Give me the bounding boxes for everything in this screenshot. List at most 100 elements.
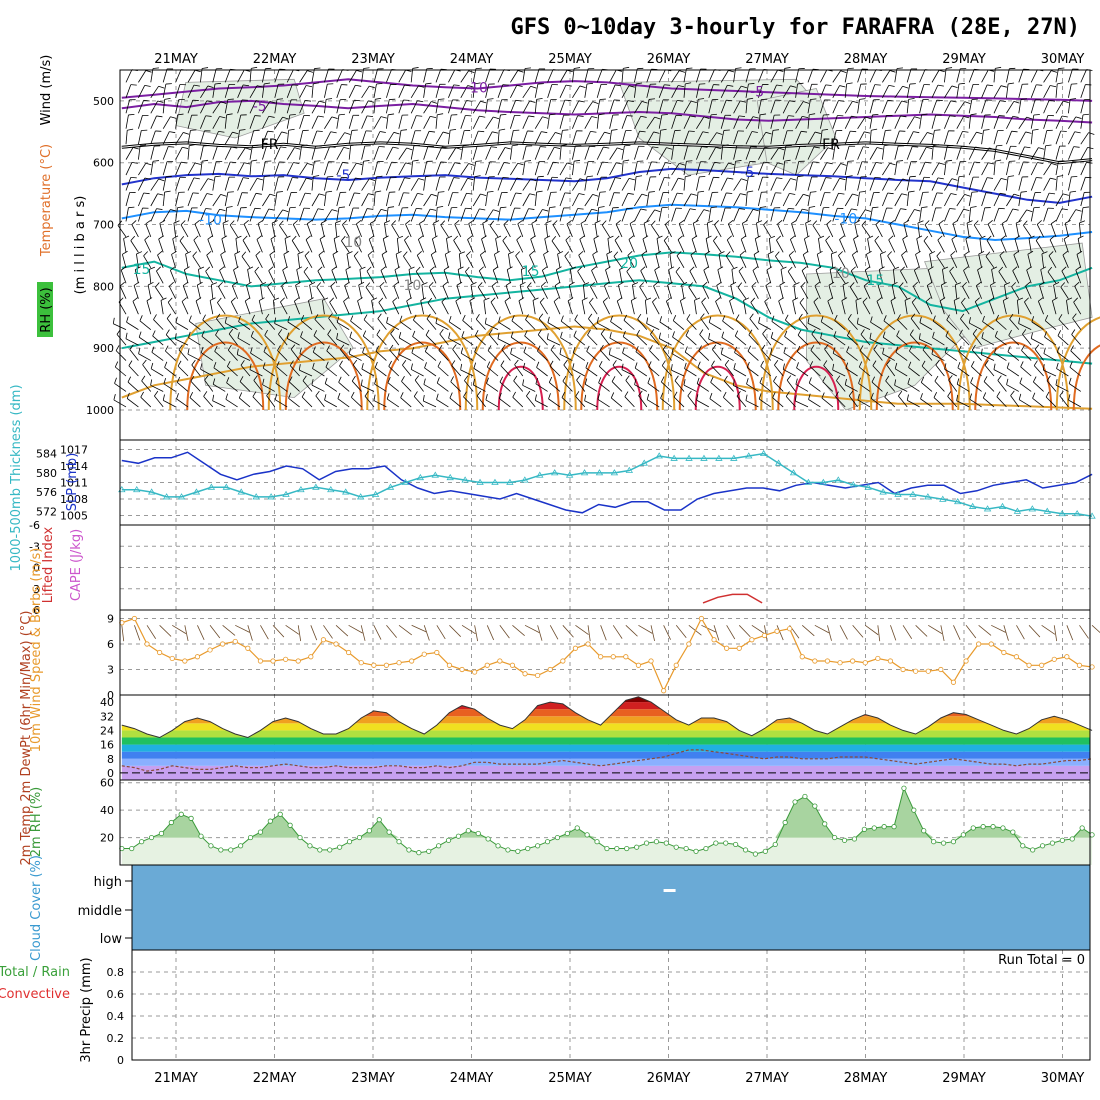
wind-barb-flag	[861, 220, 867, 226]
wind-barb	[970, 382, 982, 392]
wind-barb	[469, 300, 474, 315]
wind-barb	[927, 269, 933, 284]
wind-barb-flag	[329, 146, 336, 148]
wind-barb-flag	[947, 391, 952, 397]
wind-barb-flag	[129, 344, 134, 350]
wind-barb	[869, 338, 883, 346]
wind-barb-flag	[846, 82, 853, 85]
wind-barb	[411, 369, 424, 377]
wind-barb-flag	[765, 281, 771, 286]
wind-barb-flag	[376, 329, 381, 336]
wind-barb-flag	[518, 297, 525, 302]
wind-barb-flag	[711, 360, 715, 367]
wind-barb	[891, 284, 896, 299]
wind-barb	[919, 147, 927, 160]
wind-barb-flag	[901, 193, 908, 196]
rh-point	[990, 824, 996, 830]
wind-barb-flag	[162, 394, 165, 401]
wind-barb	[249, 208, 256, 222]
wind-barb	[226, 382, 238, 392]
wind-barb-flag	[817, 250, 823, 255]
wind-barb	[809, 366, 821, 377]
wind-barb	[311, 384, 325, 392]
wind-barb	[423, 208, 431, 222]
wind-barb	[1030, 130, 1034, 145]
wind-barb-flag	[684, 346, 688, 353]
wind-barb	[373, 99, 376, 114]
wind-barb-flag	[750, 297, 756, 303]
wind-barb	[951, 239, 958, 253]
contour-label: 15	[133, 262, 151, 278]
wind-barb	[361, 68, 364, 83]
wind-barb	[1009, 318, 1020, 330]
wind-barb	[250, 336, 263, 346]
wind-barb	[410, 178, 419, 191]
rh-point	[584, 832, 590, 838]
surface-temperature-contour	[694, 366, 741, 411]
wind-barb	[299, 353, 313, 361]
wind-barb	[820, 69, 828, 83]
wind-barb	[468, 223, 474, 238]
wind-barb-10m	[461, 624, 476, 635]
wind-barb-flag	[1055, 379, 1058, 386]
wind-barb	[125, 207, 129, 222]
wind-barb-flag	[139, 315, 143, 321]
wind-barb-flag	[456, 281, 463, 286]
rh-point	[158, 830, 165, 837]
wind-barb	[702, 285, 710, 299]
wind-barb-flag	[1075, 116, 1082, 119]
wind-barb-flag	[438, 98, 445, 100]
thickness-point	[401, 478, 410, 485]
wind-barb	[729, 300, 734, 315]
wind-barb	[233, 269, 238, 284]
wind-barb-flag	[439, 328, 444, 335]
wind-barb	[634, 176, 637, 191]
wind-barb-flag	[278, 329, 283, 335]
wind-barb-flag	[624, 391, 629, 397]
wind-barb-flag	[1068, 377, 1072, 384]
wind-barb-flag	[307, 70, 314, 73]
wind-barb	[808, 382, 821, 392]
wind-barb	[960, 318, 970, 330]
wind-barb	[956, 101, 965, 114]
pressure-tick-label: 700	[93, 219, 114, 232]
rh-point	[356, 834, 363, 841]
wind-barb	[386, 192, 390, 207]
wind-barb	[770, 147, 779, 160]
wind-barb-flag	[244, 297, 251, 302]
temp-color-band	[121, 758, 1090, 766]
wind-barb-flag	[1034, 344, 1040, 350]
wind-barb	[1043, 145, 1046, 160]
date-label-bottom: 24MAY	[450, 1071, 494, 1086]
wind-barb	[655, 254, 660, 268]
wind-barb	[497, 207, 501, 222]
wind-barb-flag	[416, 207, 423, 210]
wind-barb-flag	[951, 178, 958, 181]
surface-temperature-contour	[580, 341, 659, 411]
thickness-point	[909, 490, 917, 497]
wind-barb	[598, 382, 610, 392]
wind-barb-flag	[344, 281, 350, 286]
wind-barb-flag	[851, 208, 858, 211]
wind-barb-flag	[542, 209, 549, 212]
rh-point	[653, 839, 660, 845]
wind-barb	[342, 224, 350, 238]
wind-barb	[1006, 208, 1014, 222]
wind-barb	[413, 396, 424, 408]
wind-barb-flag	[266, 390, 271, 396]
surface-temperature-contour	[777, 341, 856, 411]
wind-barb	[560, 320, 573, 330]
wind-barb	[424, 367, 437, 377]
wind-barb	[984, 365, 995, 377]
wind-barb-flag	[1031, 316, 1035, 323]
wind-barb-flag	[492, 266, 499, 271]
wind-barb	[993, 178, 1002, 191]
wind-barb	[646, 146, 653, 160]
wind-barb	[993, 161, 996, 176]
cloud-cover-fill	[132, 865, 1090, 950]
wind-barb	[708, 162, 715, 176]
wind-barb-flag	[480, 100, 487, 104]
wind-barb	[1030, 114, 1035, 129]
wind-barb-flag	[795, 378, 798, 385]
wind-barb	[340, 349, 350, 361]
